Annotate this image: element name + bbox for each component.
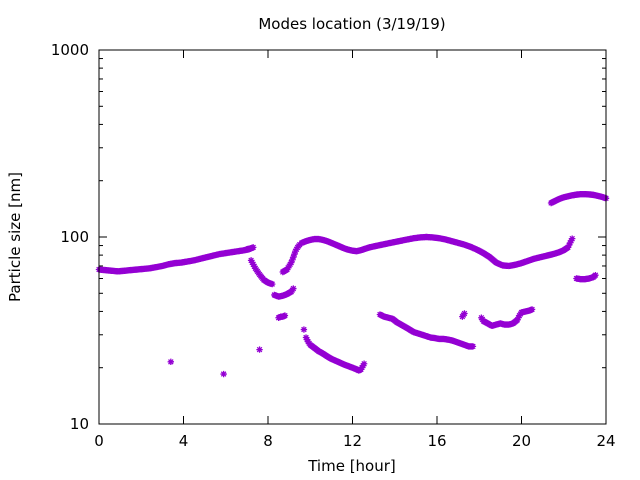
- data-point: [565, 241, 573, 249]
- data-point: [528, 306, 536, 313]
- plot-frame: [98, 49, 607, 425]
- data-point: [514, 316, 521, 324]
- data-point: [220, 370, 227, 378]
- data-point: [291, 250, 298, 258]
- data-point: [515, 314, 522, 321]
- data-point: [564, 244, 572, 251]
- data-point: [247, 257, 255, 264]
- data-point: [248, 259, 256, 266]
- x-tick-label: 20: [512, 432, 531, 450]
- data-point: [167, 358, 175, 366]
- axis-tick-labels: 0 4 8 12 16 20 24 10 100 1000: [51, 41, 616, 450]
- y-tick-label: 10: [70, 415, 89, 433]
- data-point: [567, 237, 575, 244]
- data-point: [592, 271, 599, 279]
- data-point: [290, 253, 297, 261]
- y-tick-label: 100: [60, 228, 89, 246]
- data-point: [569, 235, 576, 242]
- data-point: [469, 343, 477, 350]
- x-tick-label: 8: [263, 432, 273, 450]
- data-point: [250, 244, 257, 251]
- data-points: [95, 190, 610, 378]
- data-point: [250, 261, 257, 268]
- data-point: [303, 336, 311, 343]
- data-point: [288, 259, 295, 266]
- data-point: [302, 334, 310, 341]
- data-point: [461, 310, 468, 317]
- data-point: [290, 285, 297, 292]
- data-point: [281, 312, 289, 319]
- data-point: [251, 263, 258, 270]
- data-point: [269, 280, 276, 288]
- y-tick-label: 1000: [51, 41, 89, 59]
- chart-title: Modes location (3/19/19): [258, 15, 445, 33]
- x-tick-label: 24: [596, 432, 615, 450]
- data-point: [566, 239, 574, 247]
- x-axis-label: Time [hour]: [307, 457, 396, 475]
- y-axis-label: Particle size [nm]: [6, 172, 24, 302]
- x-tick-label: 16: [427, 432, 446, 450]
- data-point: [256, 346, 263, 353]
- x-tick-label: 0: [94, 432, 104, 450]
- data-point: [300, 326, 308, 333]
- x-tick-label: 12: [343, 432, 362, 450]
- data-point: [360, 360, 368, 367]
- data-point: [247, 245, 255, 252]
- x-tick-label: 4: [179, 432, 189, 450]
- data-point: [289, 256, 296, 264]
